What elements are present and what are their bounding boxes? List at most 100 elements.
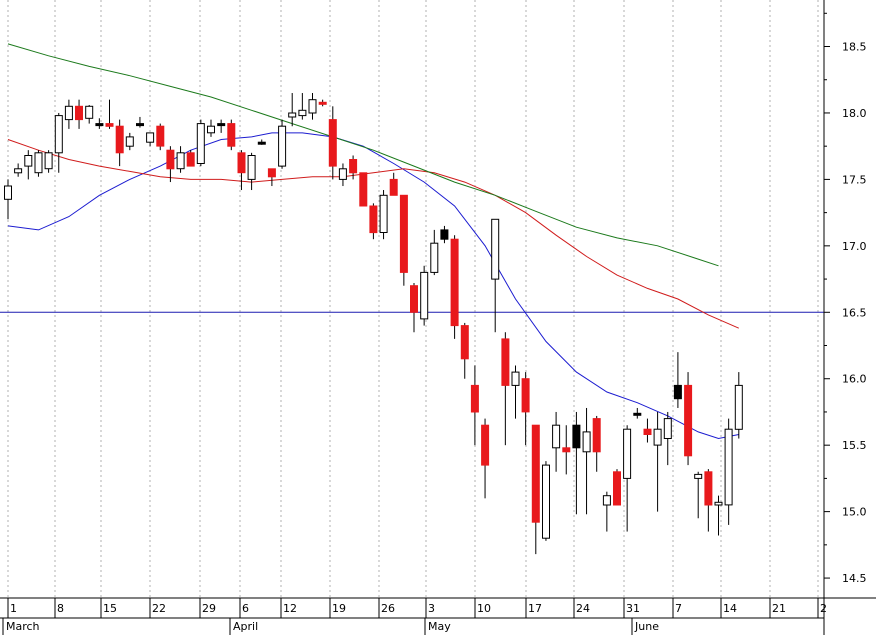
- x-tick-label: 31: [626, 602, 640, 615]
- candle: [308, 93, 317, 120]
- y-axis-ticks: 14.5 15.0 15.5 16.0 16.5 17.0 17.5 18.0 18.5: [824, 12, 867, 585]
- candle-body: [237, 152, 246, 174]
- candle: [44, 150, 53, 173]
- candle-body: [410, 285, 418, 313]
- candle-body: [64, 105, 73, 121]
- candle-body: [450, 238, 459, 327]
- candle: [359, 172, 368, 207]
- candle: [176, 146, 185, 173]
- candle: [186, 150, 195, 167]
- candle-body: [511, 371, 520, 386]
- candle-body: [582, 431, 591, 453]
- month-label: May: [428, 620, 451, 633]
- candle: [410, 283, 418, 333]
- candle: [592, 415, 601, 472]
- candle: [714, 495, 723, 536]
- y-tick-label: 15.0: [842, 506, 867, 519]
- candle: [349, 155, 358, 180]
- candle: [227, 119, 236, 151]
- candle-body: [166, 149, 175, 170]
- candle-body: [4, 185, 12, 200]
- x-tick-label: 19: [332, 602, 346, 615]
- candle-body: [684, 384, 693, 457]
- candle: [318, 99, 327, 107]
- candle: [724, 418, 733, 525]
- candle-body: [85, 105, 94, 119]
- candle: [369, 203, 378, 240]
- candle: [146, 132, 155, 147]
- x-tick-label: 8: [57, 602, 64, 615]
- candle-body: [207, 125, 215, 134]
- candle: [684, 372, 693, 466]
- x-tick-label: 3: [428, 602, 435, 615]
- candle-body: [14, 168, 23, 174]
- y-tick-label: 15.5: [842, 439, 867, 452]
- candle-body: [501, 338, 510, 386]
- x-tick-label: 21: [772, 602, 786, 615]
- candle-body: [176, 152, 185, 170]
- candle-body: [217, 123, 226, 127]
- x-tick-label: 1: [10, 602, 17, 615]
- x-tick-label: 6: [242, 602, 249, 615]
- y-tick-label: 18.5: [842, 41, 867, 54]
- candle-body: [470, 384, 479, 413]
- candle: [34, 150, 43, 177]
- candle-body: [125, 136, 134, 147]
- candle: [115, 119, 124, 167]
- candlesticks: [4, 93, 743, 555]
- candle: [217, 119, 226, 133]
- x-tick-label: 12: [283, 602, 297, 615]
- x-tick-label: 2: [820, 602, 827, 615]
- candle: [653, 411, 662, 512]
- candle-body: [308, 99, 317, 114]
- y-tick-label: 16.5: [842, 306, 867, 319]
- candle-body: [724, 428, 733, 506]
- candle: [460, 322, 469, 379]
- candle-body: [734, 384, 743, 430]
- month-label: June: [634, 620, 659, 633]
- candle: [267, 168, 276, 187]
- candle: [24, 150, 33, 180]
- month-label: April: [233, 620, 258, 633]
- candle: [338, 163, 347, 187]
- candle: [247, 152, 256, 191]
- candle-body: [389, 178, 398, 196]
- month-label: March: [6, 620, 40, 633]
- candle-body: [379, 194, 388, 234]
- candle: [207, 119, 215, 137]
- candle: [511, 365, 520, 419]
- candle: [54, 112, 63, 173]
- ma_mid-line: [7, 139, 740, 329]
- candle-body: [267, 168, 276, 178]
- candle-body: [75, 105, 83, 121]
- candle: [470, 365, 479, 446]
- candle-body: [430, 242, 439, 273]
- candle-body: [521, 378, 530, 413]
- candle-body: [227, 123, 236, 147]
- candle: [399, 194, 408, 286]
- candle: [237, 150, 246, 191]
- x-tick-label: 24: [576, 602, 590, 615]
- candle: [85, 104, 94, 124]
- candle-body: [288, 112, 297, 118]
- candle: [4, 179, 12, 220]
- candle-body: [24, 155, 33, 167]
- y-tick-label: 17.5: [842, 173, 867, 186]
- candle: [278, 119, 287, 169]
- candle: [64, 99, 73, 129]
- candle-body: [673, 384, 682, 400]
- x-axis-ticks: 1 8 15 22 29 6 12 19 26 3 10 17 24 31 7 14 21 2 March April…: [2, 598, 827, 635]
- candle-body: [653, 428, 662, 446]
- candle: [420, 265, 429, 326]
- candle-body: [602, 495, 611, 506]
- candle-body: [542, 464, 550, 539]
- candle-body: [643, 428, 652, 436]
- candle-body: [592, 418, 601, 453]
- x-tick-label: 7: [675, 602, 682, 615]
- candle-body: [257, 141, 266, 145]
- candle: [156, 123, 165, 151]
- candle-body: [633, 412, 642, 416]
- candle-body: [328, 119, 337, 167]
- candle-body: [136, 123, 144, 127]
